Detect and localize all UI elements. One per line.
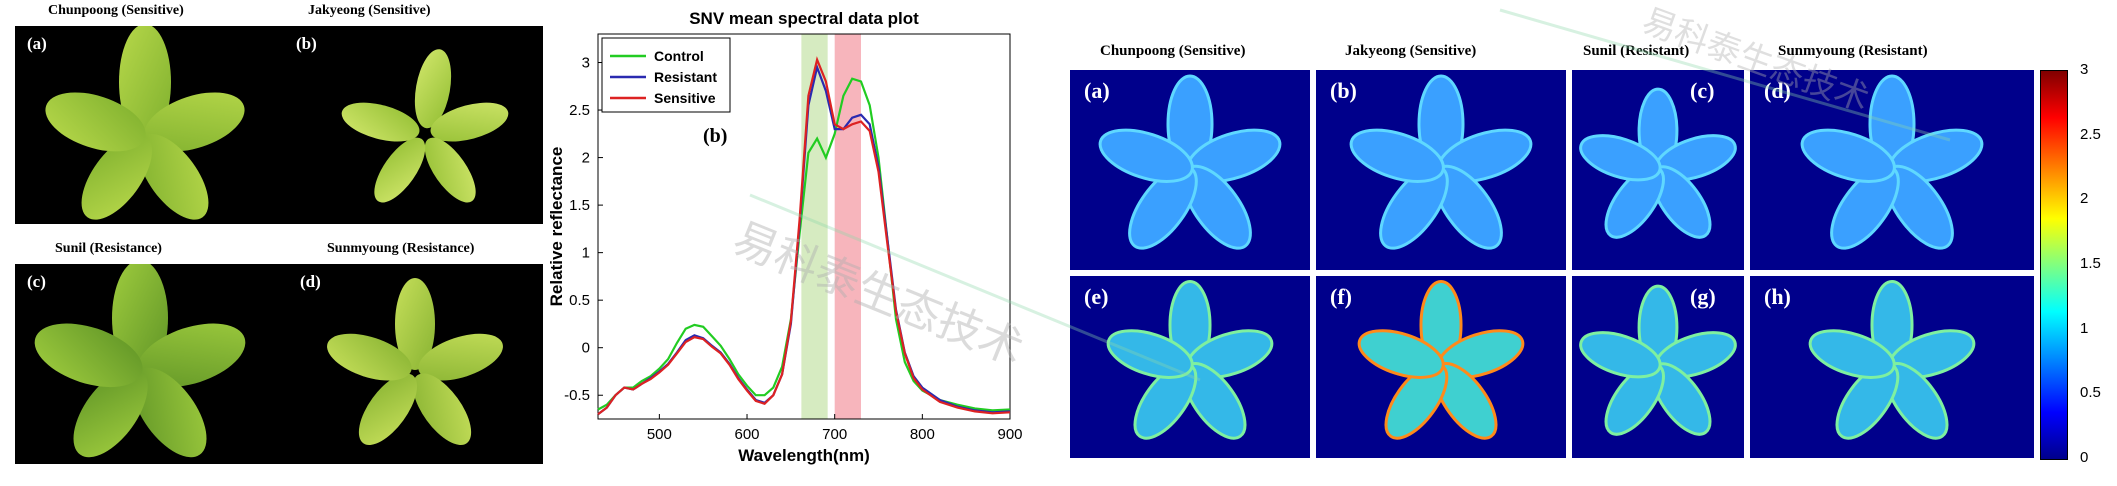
heatmap-panel-1: (a): [1070, 70, 1310, 270]
legend-label-resistant: Resistant: [654, 69, 717, 85]
chart-title: SNV mean spectral data plot: [689, 9, 919, 28]
x-axis-label: Wavelength(nm): [738, 446, 870, 465]
leaf-heatmap-7: [1579, 284, 1737, 436]
x-tick-label-900: 900: [997, 426, 1022, 443]
y-tick-label-5: 2: [582, 150, 590, 167]
heatmap-label-3: (c): [1690, 78, 1715, 103]
y-tick-label-7: 3: [582, 55, 590, 72]
legend-box: [601, 37, 731, 113]
y-tick-label-3: 1: [582, 245, 590, 262]
rgb-title-b: Jakyeong (Sensitive): [308, 3, 431, 18]
heatmap-label-5: (e): [1084, 284, 1109, 309]
x-tick-label-800: 800: [910, 426, 935, 443]
heatmap-panel-3: (c): [1572, 70, 1744, 270]
colorbar-tick-0-5: 0.5: [2080, 384, 2101, 401]
x-tick-label-700: 700: [822, 426, 847, 443]
heatmap-title-3: Sunil (Resistant): [1583, 43, 1690, 59]
y-tick-label-6: 2.5: [569, 102, 590, 119]
heatmap-panel-4: (d): [1750, 70, 2034, 270]
heatmap-label-2: (b): [1330, 78, 1357, 103]
leaf-heatmap-4: [1800, 74, 1984, 250]
heatmap-panel-8: (h): [1750, 276, 2034, 458]
rgb-title-a: Chunpoong (Sensitive): [48, 3, 184, 18]
plot-frame: [597, 33, 1011, 420]
leaf-heatmap-6: [1357, 279, 1525, 440]
colorbar-tick-1: 1: [2080, 320, 2089, 337]
highlight-band-2: [834, 34, 861, 419]
x-tick-label-500: 500: [647, 426, 672, 443]
leaf-heatmap-8: [1808, 279, 1976, 440]
y-tick-label-0: -0.5: [564, 387, 590, 404]
series-line-sensitive: [597, 56, 1011, 416]
spectral-chart-svg: 500 600 700 800 900 -0.5 0 0.5 1 1.5 2 2.5 3 SNV mean…: [547, 9, 1023, 465]
heatmap-label-7: (g): [1690, 284, 1716, 309]
legend-label-control: Control: [654, 48, 704, 64]
heatmap-title-4: Sunmyoung (Resistant): [1778, 43, 1928, 59]
heatmap-title-2: Jakyeong (Sensitive): [1345, 43, 1477, 59]
y-tick-label-4: 1.5: [569, 197, 590, 214]
leaf-heatmap-1: [1098, 74, 1282, 250]
heatmap-panel-6: (f): [1316, 276, 1566, 458]
heatmap-title-1: Chunpoong (Sensitive): [1100, 43, 1246, 59]
leaf-heatmap-5: [1106, 279, 1274, 440]
rgb-label-b: (b): [296, 34, 317, 53]
leaf-heatmap-3: [1579, 87, 1737, 239]
y-tick-label-2: 0.5: [569, 292, 590, 309]
rgb-label-a: (a): [27, 34, 47, 53]
spectral-chart: 500 600 700 800 900 -0.5 0 0.5 1 1.5 2 2.5 3 SNV mean…: [547, 0, 1056, 481]
colorbar-tick-2-5: 2.5: [2080, 126, 2101, 143]
rgb-label-d: (d): [300, 272, 321, 291]
heatmap-panel-5: (e): [1070, 276, 1310, 458]
y-tick-label-1: 0: [582, 340, 590, 357]
rgb-title-c: Sunil (Resistance): [55, 241, 162, 256]
legend-label-sensitive: Sensitive: [654, 90, 716, 106]
colorbar-tick-1-5: 1.5: [2080, 255, 2101, 272]
y-axis-label: Relative reflectance: [548, 147, 566, 307]
rgb-title-d: Sunmyoung (Resistance): [327, 241, 475, 256]
leaf-photos-top: [45, 26, 509, 220]
heatmap-label-4: (d): [1764, 78, 1791, 103]
chart-panel-label: (b): [703, 125, 727, 147]
rgb-label-c: (c): [27, 272, 46, 291]
rgb-photo-top: (a) (b): [15, 26, 543, 224]
heatmap-label-6: (f): [1330, 284, 1352, 309]
colorbar-tick-3: 3: [2080, 61, 2089, 78]
x-tick-label-600: 600: [735, 426, 760, 443]
rgb-photo-bottom: (c) (d): [15, 264, 543, 464]
heatmap-label-8: (h): [1764, 284, 1791, 309]
series-line-control: [597, 77, 1011, 412]
colorbar: [2040, 70, 2068, 460]
heatmap-label-1: (a): [1084, 78, 1110, 103]
highlight-band-1: [801, 34, 828, 419]
leaf-heatmap-2: [1349, 74, 1533, 250]
colorbar-tick-0: 0: [2080, 449, 2089, 466]
heatmap-panel-2: (b): [1316, 70, 1566, 270]
leaf-photos-bottom: [34, 264, 503, 458]
heatmap-panel-7: (g): [1572, 276, 1744, 458]
colorbar-tick-2: 2: [2080, 190, 2089, 207]
